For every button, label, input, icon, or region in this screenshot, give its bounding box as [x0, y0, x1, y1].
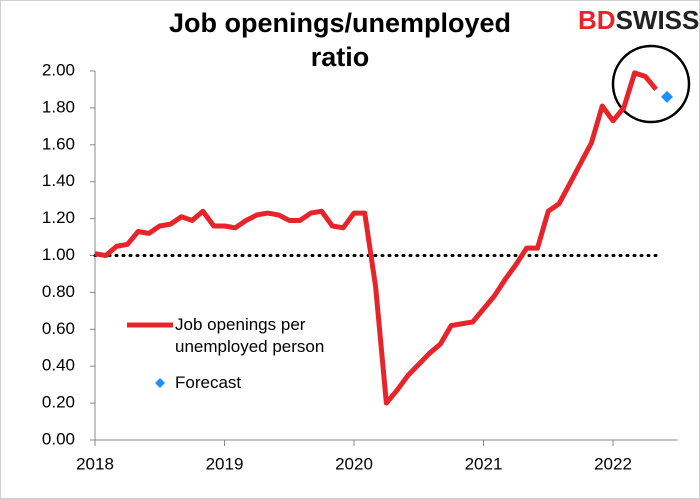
logo: BDSWISS: [578, 5, 699, 35]
x-tick-label: 2018: [76, 454, 114, 473]
highlight-circle: [611, 44, 691, 124]
y-tick-label: 0.00: [42, 429, 75, 448]
legend-label: Forecast: [175, 373, 242, 392]
y-tick-label: 0.60: [42, 319, 75, 338]
y-tick-label: 1.00: [42, 245, 75, 264]
logo-bd: BD: [578, 5, 616, 35]
x-tick-label: 2022: [594, 454, 632, 473]
y-tick-label: 2.00: [42, 60, 75, 79]
y-tick-label: 0.20: [42, 393, 75, 412]
legend-label: Job openings per unemployed person: [175, 315, 325, 356]
x-tick-label: 2021: [465, 454, 503, 473]
y-tick-label: 1.40: [42, 171, 75, 190]
chart-title: Job openings/unemployed ratio: [168, 8, 512, 72]
y-tick-label: 1.20: [42, 208, 75, 227]
data-line: [94, 70, 659, 406]
y-tick-label: 0.80: [42, 282, 75, 301]
legend-swatch: [155, 378, 165, 388]
logo-swiss: SWISS: [616, 5, 700, 35]
x-tick-label: 2020: [335, 454, 373, 473]
y-tick-label: 0.40: [42, 356, 75, 375]
y-tick-label: 1.80: [42, 97, 75, 116]
forecast-marker: [661, 90, 674, 103]
x-tick-label: 2019: [206, 454, 244, 473]
y-tick-label: 1.60: [42, 134, 75, 153]
